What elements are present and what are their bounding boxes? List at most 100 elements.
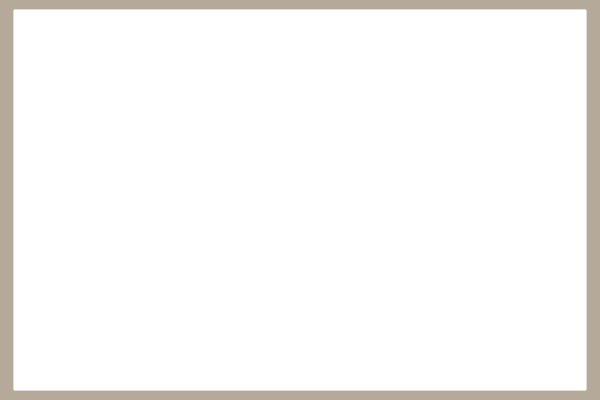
Circle shape (339, 302, 342, 304)
Circle shape (393, 302, 395, 304)
Text: (antibody synthesis): (antibody synthesis) (327, 326, 391, 330)
Polygon shape (481, 143, 546, 184)
Circle shape (336, 298, 338, 300)
Circle shape (431, 145, 436, 148)
Circle shape (455, 280, 457, 281)
Circle shape (393, 141, 397, 144)
Circle shape (413, 183, 417, 186)
Circle shape (335, 293, 338, 295)
Circle shape (376, 284, 379, 286)
Circle shape (391, 286, 394, 288)
Polygon shape (272, 144, 328, 181)
Polygon shape (45, 143, 104, 182)
Circle shape (385, 177, 388, 180)
Circle shape (428, 282, 430, 284)
Circle shape (428, 143, 431, 146)
Circle shape (335, 291, 338, 292)
Circle shape (418, 140, 422, 142)
Circle shape (461, 308, 464, 310)
Circle shape (433, 298, 436, 300)
Polygon shape (279, 47, 326, 78)
Circle shape (443, 288, 446, 290)
Polygon shape (124, 291, 144, 304)
Circle shape (481, 282, 484, 284)
Circle shape (389, 298, 392, 300)
Circle shape (412, 308, 414, 310)
Circle shape (408, 308, 410, 310)
Circle shape (442, 296, 445, 297)
Circle shape (408, 139, 412, 142)
Circle shape (365, 278, 368, 280)
Polygon shape (180, 291, 200, 304)
Polygon shape (401, 286, 424, 302)
Circle shape (469, 308, 472, 310)
Polygon shape (489, 283, 557, 305)
Polygon shape (374, 140, 445, 187)
Circle shape (358, 278, 361, 280)
Circle shape (446, 302, 449, 304)
Circle shape (358, 308, 361, 310)
Circle shape (487, 288, 490, 290)
Circle shape (381, 293, 383, 295)
Circle shape (475, 307, 478, 308)
Circle shape (335, 296, 338, 297)
Circle shape (479, 281, 481, 282)
Polygon shape (388, 278, 437, 311)
Circle shape (336, 288, 338, 290)
Circle shape (434, 296, 437, 297)
Circle shape (389, 296, 391, 297)
Text: B-lymphocyte: B-lymphocyte (329, 314, 389, 322)
Circle shape (445, 300, 447, 302)
Circle shape (435, 148, 439, 151)
Polygon shape (155, 148, 197, 177)
Circle shape (415, 278, 418, 280)
Circle shape (395, 282, 398, 284)
Polygon shape (497, 153, 526, 172)
Circle shape (422, 280, 425, 281)
Circle shape (488, 293, 491, 295)
Circle shape (378, 171, 382, 174)
Circle shape (393, 284, 395, 286)
Circle shape (401, 280, 404, 281)
Circle shape (408, 183, 412, 186)
Circle shape (380, 288, 382, 290)
Text: Natural killer: Natural killer (438, 314, 495, 322)
Circle shape (380, 298, 382, 300)
Circle shape (465, 278, 468, 280)
Circle shape (446, 284, 449, 286)
Polygon shape (277, 290, 323, 320)
Circle shape (419, 278, 421, 280)
Circle shape (347, 307, 350, 308)
Circle shape (379, 286, 381, 288)
Text: Erythroblast: Erythroblast (40, 190, 109, 200)
Circle shape (441, 164, 445, 167)
Circle shape (389, 291, 391, 292)
Circle shape (376, 168, 380, 170)
Circle shape (438, 171, 442, 174)
Circle shape (485, 300, 488, 302)
Polygon shape (55, 150, 94, 175)
Polygon shape (263, 36, 337, 85)
Circle shape (404, 278, 407, 280)
Text: Platelet: Platelet (506, 309, 540, 318)
Text: Neutrophil: Neutrophil (167, 316, 213, 326)
Circle shape (419, 308, 421, 310)
Text: Monoblast: Monoblast (271, 190, 329, 200)
Circle shape (337, 286, 340, 288)
Text: Erythrocyte: Erythrocyte (29, 316, 80, 326)
Circle shape (434, 293, 437, 295)
Circle shape (341, 304, 344, 306)
Text: Megakaryoblasts: Megakaryoblasts (463, 188, 560, 198)
Circle shape (418, 182, 422, 185)
Circle shape (428, 179, 431, 182)
Circle shape (433, 288, 436, 290)
Circle shape (458, 308, 461, 310)
Circle shape (430, 284, 433, 286)
Circle shape (389, 288, 392, 290)
Circle shape (371, 306, 374, 307)
Circle shape (408, 278, 410, 280)
Circle shape (368, 307, 371, 308)
Circle shape (374, 282, 377, 284)
Text: T-lymphocyte: T-lymphocyte (384, 314, 442, 322)
Circle shape (361, 278, 364, 280)
